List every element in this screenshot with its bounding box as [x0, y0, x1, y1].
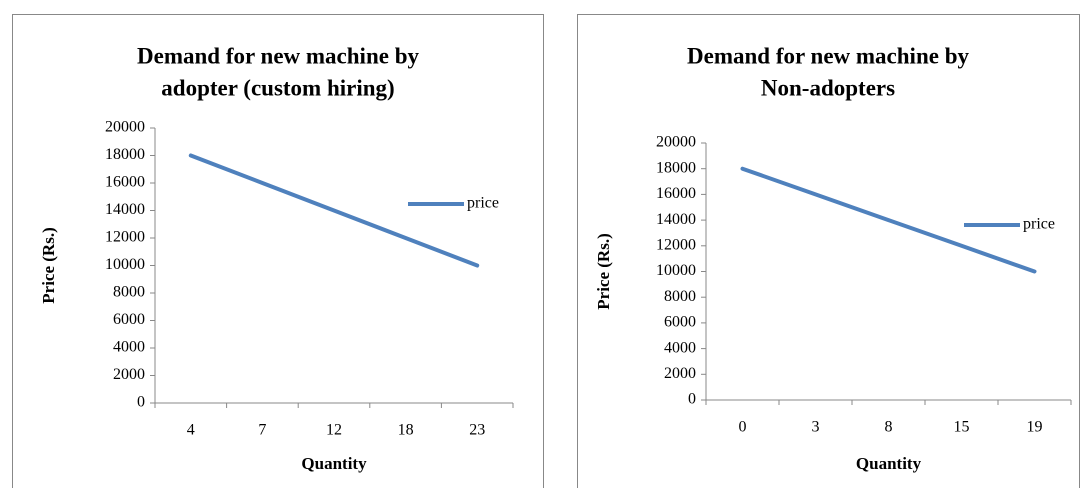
chart-title: Demand for new machine by [687, 43, 969, 68]
y-tick-label: 12000 [105, 229, 145, 246]
x-tick-label: 18 [398, 422, 414, 439]
y-tick-label: 10000 [105, 256, 145, 273]
y-tick-label: 8000 [664, 288, 696, 305]
x-tick-label: 12 [326, 422, 342, 439]
y-tick-label: 20000 [105, 119, 145, 136]
x-axis-title: Quantity [856, 454, 922, 473]
legend-label: price [1023, 216, 1055, 233]
y-tick-label: 12000 [656, 236, 696, 253]
y-tick-label: 20000 [656, 134, 696, 151]
y-axis-title: Price (Rs.) [594, 233, 613, 309]
y-tick-label: 8000 [113, 284, 145, 301]
chart-frame [12, 14, 544, 488]
y-tick-label: 4000 [113, 339, 145, 356]
x-tick-label: 0 [739, 419, 747, 436]
y-tick-label: 18000 [105, 146, 145, 163]
y-tick-label: 6000 [113, 311, 145, 328]
x-tick-label: 19 [1027, 419, 1043, 436]
y-tick-label: 4000 [664, 339, 696, 356]
x-tick-label: 3 [812, 419, 820, 436]
line [740, 166, 1037, 274]
y-tick-label: 2000 [664, 365, 696, 382]
x-tick-label: 15 [954, 419, 970, 436]
y-tick-label: 6000 [664, 314, 696, 331]
x-tick-label: 7 [258, 422, 266, 439]
chart-title: Demand for new machine by [137, 43, 419, 68]
y-tick-label: 0 [688, 391, 696, 408]
y-tick-label: 14000 [105, 201, 145, 218]
chart-title: Non-adopters [761, 75, 895, 100]
y-tick-label: 14000 [656, 211, 696, 228]
y-tick-label: 2000 [113, 366, 145, 383]
x-axis-title: Quantity [301, 454, 367, 473]
y-tick-label: 0 [137, 394, 145, 411]
y-tick-label: 10000 [656, 262, 696, 279]
line [188, 153, 480, 268]
y-tick-label: 16000 [105, 174, 145, 191]
y-tick-label: 18000 [656, 159, 696, 176]
x-tick-label: 4 [187, 422, 195, 439]
x-tick-label: 23 [469, 422, 485, 439]
y-axis-title: Price (Rs.) [39, 227, 58, 303]
y-tick-label: 16000 [656, 185, 696, 202]
chart-frame [577, 14, 1080, 488]
legend-label: price [467, 195, 499, 212]
chart-title: adopter (custom hiring) [161, 75, 394, 100]
x-tick-label: 8 [885, 419, 893, 436]
